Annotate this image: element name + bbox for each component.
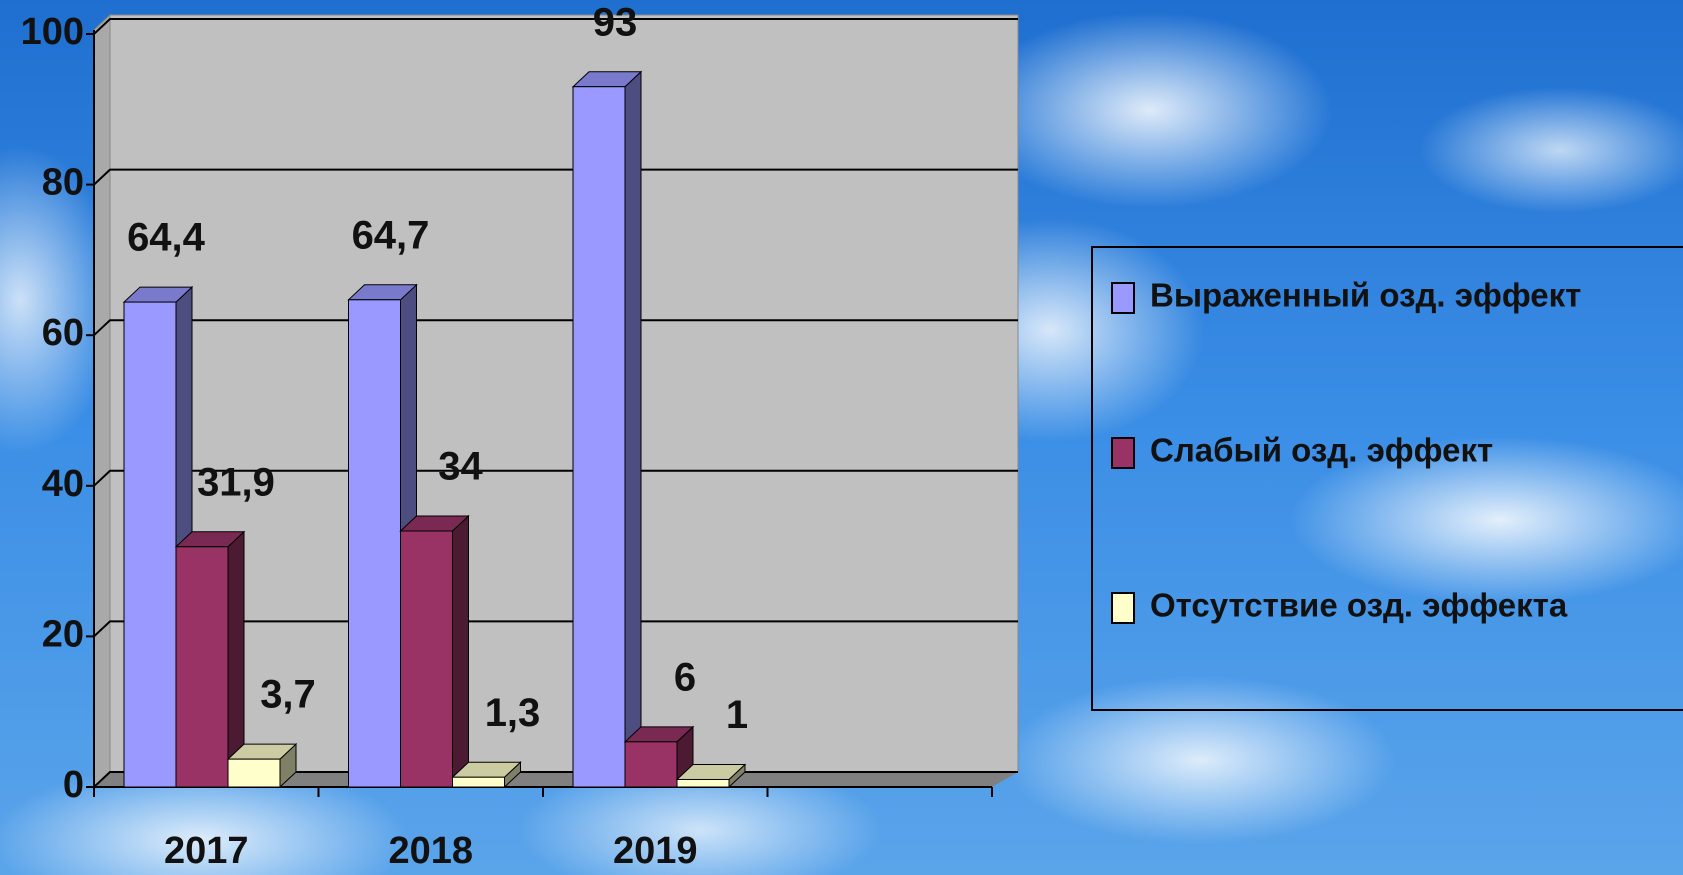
data-label: 6 [674,655,696,699]
y-tick-label: 100 [21,11,84,53]
grid-line [93,319,1018,336]
data-label: 34 [438,445,483,489]
data-label: 64,7 [352,213,430,257]
data-label: 93 [593,0,638,44]
bar-side [452,514,469,789]
data-label: 1,3 [485,691,541,735]
bar-side [624,70,642,789]
x-tick-label: 2018 [388,830,473,872]
bar [624,741,678,788]
x-tick-label: 2019 [613,830,698,872]
data-label: 1 [726,693,748,737]
data-label: 64,4 [127,216,206,260]
y-tick-label: 60 [42,312,84,354]
y-tick-label: 40 [42,463,84,505]
legend-label: Выраженный озд. эффект [1150,277,1581,314]
y-tick-label: 20 [42,613,84,655]
bar [400,530,453,788]
x-tick-label: 2017 [164,830,249,872]
legend-swatch [1111,592,1135,624]
legend-swatch [1111,437,1135,469]
side-wall [93,13,111,789]
bar [452,776,505,788]
bar [676,778,730,788]
bar [175,546,229,788]
grid-line [93,18,1018,35]
grid-line [93,168,1018,186]
bar [123,301,177,788]
data-label: 31,9 [197,460,275,504]
grid-line [93,469,1018,487]
y-tick-label: 0 [63,764,84,806]
bar [348,299,401,788]
back-wall [109,14,1019,773]
data-label: 3,7 [260,673,316,717]
bar [572,86,626,788]
legend-label: Отсутствие озд. эффекта [1150,587,1568,624]
legend-box [1091,246,1683,711]
y-tick-label: 80 [42,162,84,204]
floor [94,772,1018,787]
grid-line [93,620,1018,638]
bar [227,758,281,788]
legend-label: Слабый озд. эффект [1150,432,1493,469]
legend-swatch [1111,282,1135,314]
